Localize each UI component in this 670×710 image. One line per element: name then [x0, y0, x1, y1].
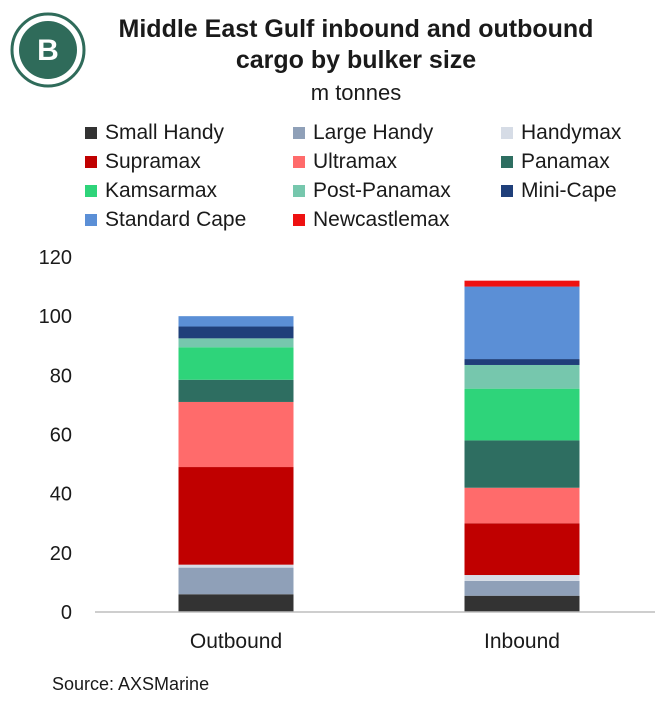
legend-label: Large Handy: [313, 121, 434, 144]
bar-segment: [464, 575, 580, 581]
legend-label: Mini-Cape: [521, 179, 617, 202]
legend-item: Post-Panamax: [293, 178, 501, 203]
chart-title: Middle East Gulf inbound and outbound ca…: [118, 15, 594, 74]
legend-item: Kamsarmax: [85, 178, 293, 203]
legend-item: Small Handy: [85, 120, 293, 145]
legend-item: Large Handy: [293, 120, 501, 145]
bar-segment: [464, 523, 580, 576]
bar-segment: [178, 326, 294, 339]
bar-segment: [464, 388, 580, 441]
bar-segment: [464, 280, 580, 287]
legend-item: Newcastlemax: [293, 207, 501, 232]
logo-letter: B: [37, 34, 59, 67]
legend-label: Newcastlemax: [313, 208, 450, 231]
legend-item: Standard Cape: [85, 207, 293, 232]
bar-segment: [464, 580, 580, 596]
y-tick-label: 20: [50, 543, 72, 565]
y-tick-label: 80: [50, 365, 72, 387]
legend-item: Ultramax: [293, 149, 501, 174]
legend-label: Kamsarmax: [105, 179, 218, 202]
legend-swatch: [85, 126, 97, 139]
legend-swatch: [293, 126, 305, 139]
chart-subtitle: m tonnes: [310, 80, 402, 105]
legend-label: Standard Cape: [105, 208, 247, 231]
legend-swatch: [85, 155, 97, 168]
legend-label: Panamax: [521, 150, 610, 173]
bar-segment: [178, 379, 294, 402]
bar-segment: [178, 594, 294, 612]
bar-segment: [178, 316, 294, 327]
legend-label: Supramax: [105, 150, 201, 173]
bar-segment: [178, 401, 294, 468]
legend-swatch: [85, 184, 97, 197]
bar-segment: [464, 364, 580, 389]
legend-label: Post-Panamax: [313, 179, 451, 202]
bar-segment: [464, 595, 580, 612]
source-note: Source: AXSMarine: [52, 674, 210, 694]
bar-segment: [178, 347, 294, 380]
bar-segment: [464, 359, 580, 365]
bar-segment: [178, 564, 294, 568]
legend-item: Mini-Cape: [501, 178, 665, 203]
y-tick-label: 100: [39, 306, 72, 328]
x-tick-label: Inbound: [484, 630, 560, 653]
legend-swatch: [293, 184, 305, 197]
legend-swatch: [501, 126, 513, 139]
y-tick-label: 120: [39, 247, 72, 269]
legend-item: Handymax: [501, 120, 665, 145]
legend-swatch: [501, 155, 513, 168]
bar-segment: [464, 286, 580, 360]
bar-segment: [464, 440, 580, 488]
logo-disc: [19, 21, 77, 79]
legend-label: Handymax: [521, 121, 622, 144]
legend-swatch: [293, 155, 305, 168]
legend-item: Panamax: [501, 149, 665, 174]
logo: B: [10, 12, 86, 88]
bar-segment: [178, 467, 294, 565]
bar-segment: [178, 567, 294, 595]
legend-swatch: [501, 184, 513, 197]
y-tick-label: 60: [50, 425, 72, 447]
legend-swatch: [293, 213, 305, 226]
legend-item: Supramax: [85, 149, 293, 174]
y-tick-label: 40: [50, 484, 72, 506]
legend-label: Small Handy: [105, 121, 225, 144]
legend-label: Ultramax: [313, 150, 398, 173]
y-tick-label: 0: [61, 602, 72, 624]
legend-swatch: [85, 213, 97, 226]
bar-segment: [178, 338, 294, 348]
x-tick-label: Outbound: [190, 630, 282, 653]
bar-segment: [464, 487, 580, 524]
legend: Small Handy Large Handy Handymax Supramax Ul…: [85, 120, 665, 232]
